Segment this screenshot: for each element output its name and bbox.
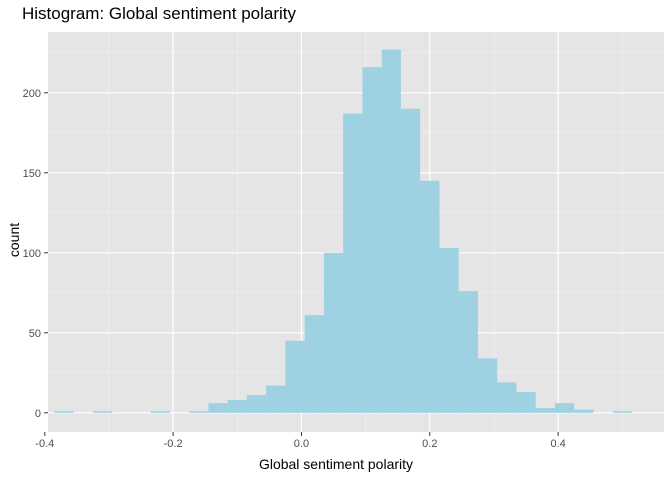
histogram-bar [208, 403, 228, 413]
histogram-bar [477, 358, 498, 413]
histogram-bar [54, 411, 74, 413]
x-tick-label: -0.4 [35, 438, 54, 450]
histogram-bar [285, 340, 305, 413]
histogram-bar [516, 392, 536, 413]
histogram-bar [266, 385, 286, 413]
x-axis-label: Global sentiment polarity [258, 456, 414, 472]
x-tick-label: 0.4 [550, 438, 565, 450]
histogram-bars [54, 49, 632, 413]
chart-title: Histogram: Global sentiment polarity [22, 4, 297, 23]
axis-ticks: -0.4 -0.2 0.0 0.2 0.4 0 50 100 150 200 [23, 88, 566, 450]
y-tick-label: 200 [23, 88, 41, 100]
histogram-bar [381, 49, 401, 413]
histogram-bar [150, 411, 170, 413]
histogram-bar [420, 180, 440, 413]
histogram-bar [612, 411, 632, 413]
histogram-bar [189, 411, 209, 413]
histogram-bar [574, 409, 594, 413]
histogram-bar [554, 403, 575, 413]
histogram-bar [497, 382, 517, 413]
x-tick-label: 0.0 [294, 438, 309, 450]
y-tick-label: 0 [35, 408, 41, 420]
y-tick-label: 100 [23, 248, 41, 260]
x-tick-label: 0.2 [422, 438, 437, 450]
histogram-bar [92, 411, 113, 413]
histogram-bar [246, 395, 267, 413]
histogram-bar [227, 400, 247, 413]
histogram-bar [439, 248, 459, 413]
histogram-bar [304, 315, 324, 413]
y-tick-label: 150 [23, 168, 41, 180]
histogram-bar [458, 291, 478, 413]
histogram-bar [323, 252, 344, 413]
y-tick-label: 50 [29, 328, 41, 340]
histogram-bar [343, 113, 363, 413]
histogram-bar [362, 67, 382, 413]
x-tick-label: -0.2 [164, 438, 183, 450]
histogram-bar [535, 408, 555, 413]
histogram-bar [400, 108, 421, 413]
y-axis-label: count [6, 222, 22, 258]
